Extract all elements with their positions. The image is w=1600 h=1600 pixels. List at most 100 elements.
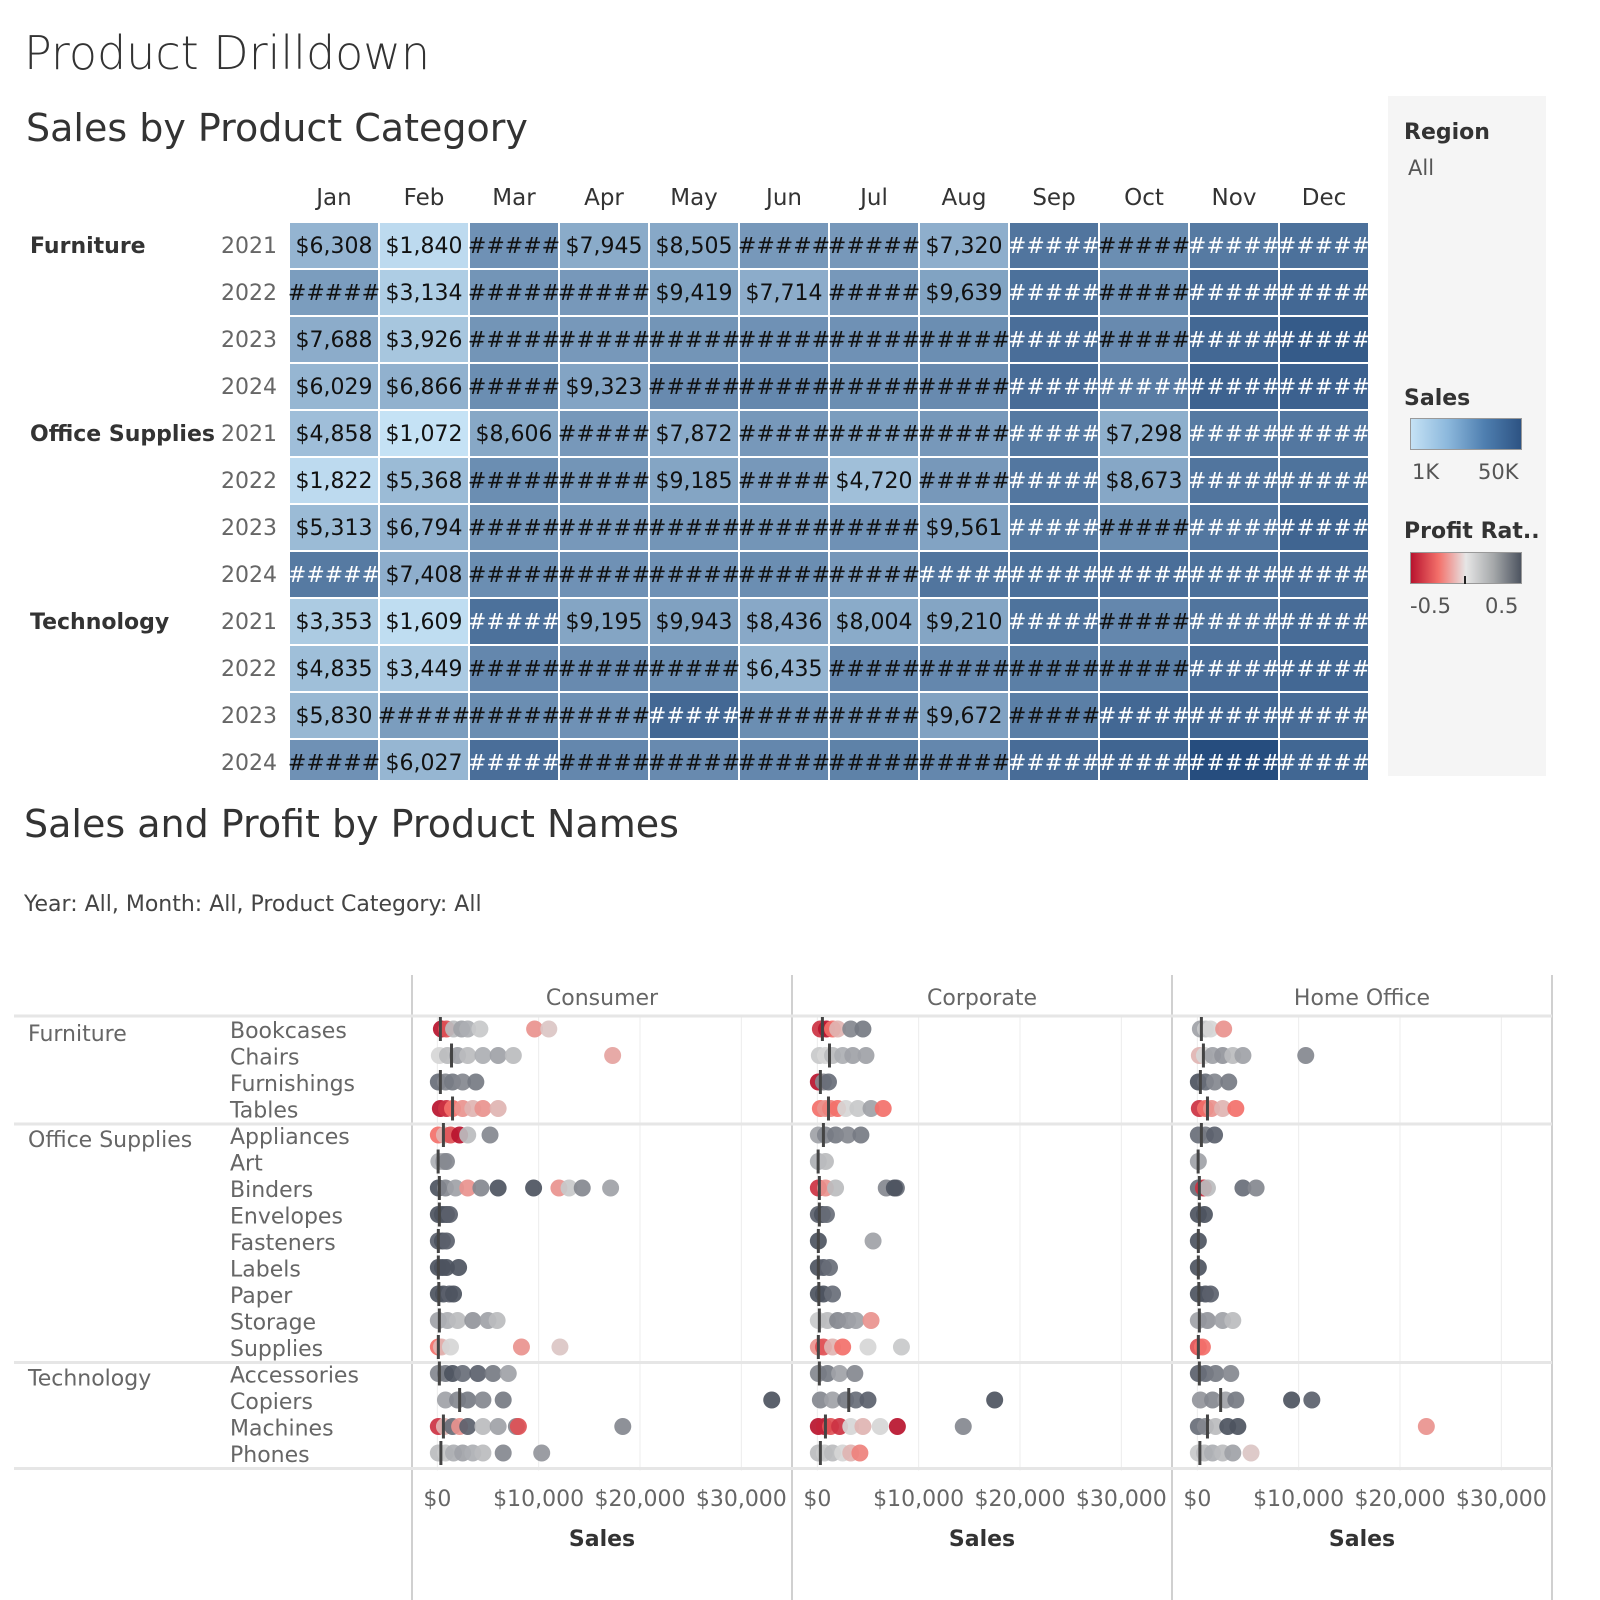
heat-cell — [560, 693, 648, 738]
scatter-point — [450, 1259, 468, 1276]
scatter-point — [437, 1259, 455, 1276]
heat-cell — [830, 317, 918, 362]
heat-cell-label: ##### — [468, 234, 560, 259]
heat-cell — [1280, 458, 1368, 503]
scatter-point — [602, 1179, 620, 1197]
heat-cell-label: $6,794 — [386, 516, 463, 541]
heat-cell — [1100, 270, 1188, 315]
heat-cell-label: $3,926 — [386, 328, 463, 353]
heat-cell — [1190, 599, 1278, 644]
heat-cell-label: ##### — [558, 657, 650, 682]
heat-cell-label: ##### — [1278, 610, 1370, 635]
scatter-point — [512, 1338, 530, 1356]
heat-cell — [1280, 317, 1368, 362]
scatter-point — [1220, 1073, 1238, 1091]
heat-cell-label: ##### — [288, 751, 380, 776]
scatter-point — [1202, 1020, 1220, 1038]
heat-cell — [560, 458, 648, 503]
heat-cell-label: $8,606 — [476, 422, 553, 447]
scatter-point — [489, 1179, 507, 1197]
heat-cell — [920, 505, 1008, 550]
heat-cell — [740, 646, 828, 691]
heat-cell-label: $9,943 — [656, 610, 733, 635]
heat-cell — [650, 458, 738, 503]
heat-cell-label: ##### — [648, 704, 740, 729]
scatter-point — [1297, 1047, 1315, 1064]
scatter-category-label: Technology — [27, 1367, 151, 1392]
heat-cell — [470, 223, 558, 268]
scatter-point — [560, 1179, 578, 1197]
heat-cell — [920, 740, 1008, 780]
heat-cell-label: ##### — [558, 704, 650, 729]
heat-cell — [380, 223, 468, 268]
scatter-point — [839, 1126, 857, 1144]
scatter-point — [437, 1232, 455, 1250]
heat-cell-label: $9,672 — [926, 704, 1003, 729]
x-tick-label: $20,000 — [595, 1487, 686, 1512]
category-label: Technology — [30, 610, 169, 635]
heat-cell — [560, 270, 648, 315]
scatter-point — [474, 1391, 492, 1409]
scatter-point — [504, 1047, 522, 1064]
scatter-point — [474, 1047, 492, 1064]
heat-cell-label: $1,822 — [296, 469, 373, 494]
segment-header: Home Office — [1294, 986, 1430, 1011]
x-axis-title: Sales — [949, 1527, 1015, 1552]
heat-cell — [290, 223, 378, 268]
heat-cell — [380, 740, 468, 780]
subcategory-label: Tables — [229, 1099, 298, 1124]
filter-summary: Year: All, Month: All, Product Category:… — [24, 892, 482, 917]
heat-cell-label: $8,436 — [746, 610, 823, 635]
heat-cell — [380, 364, 468, 409]
heat-cell-label: ##### — [1008, 657, 1100, 682]
heat-cell — [920, 223, 1008, 268]
scatter-point — [459, 1418, 477, 1435]
heat-cell — [1100, 458, 1188, 503]
scatter-point — [437, 1153, 455, 1170]
heat-cell — [650, 317, 738, 362]
region-filter-title: Region — [1404, 120, 1490, 145]
heat-cell-label: ##### — [1188, 328, 1280, 353]
heat-cell-label: ##### — [828, 328, 920, 353]
x-tick-label: $10,000 — [873, 1487, 964, 1512]
year-label: 2022 — [221, 469, 277, 494]
region-filter-value[interactable]: All — [1408, 156, 1435, 180]
scatter-point — [481, 1126, 499, 1144]
heat-cell-label: $5,368 — [386, 469, 463, 494]
month-header-oct: Oct — [1124, 185, 1164, 211]
heat-cell — [1190, 505, 1278, 550]
heat-cell — [1190, 740, 1278, 780]
heat-cell — [560, 505, 648, 550]
scatter-point — [1234, 1179, 1252, 1197]
heat-cell-label: ##### — [468, 375, 560, 400]
scatter-point — [837, 1100, 855, 1117]
x-axis-title: Sales — [569, 1527, 635, 1552]
scatter-point — [464, 1312, 482, 1329]
heat-cell — [290, 646, 378, 691]
heat-cell-label: ##### — [828, 281, 920, 306]
heat-cell — [290, 740, 378, 780]
scatter-point — [533, 1444, 551, 1462]
scatter-point — [763, 1391, 781, 1409]
scatter-point — [1417, 1418, 1435, 1435]
heat-cell-label: $5,313 — [296, 516, 373, 541]
x-tick-label: $0 — [1183, 1487, 1211, 1512]
heat-cell-label: $3,449 — [386, 657, 463, 682]
scatter-point — [474, 1444, 492, 1462]
scatter-point — [818, 1365, 836, 1382]
heat-cell-label: ##### — [648, 328, 740, 353]
heat-cell-label: ##### — [1278, 516, 1370, 541]
heat-cell — [920, 411, 1008, 456]
heat-cell — [920, 646, 1008, 691]
heat-cell-label: ##### — [738, 328, 830, 353]
heat-cell-label: ##### — [1008, 610, 1100, 635]
heat-cell-label: $6,029 — [296, 375, 373, 400]
sales-heatmap: Jan Feb Mar Apr May Jun Jul Aug Sep Oct Nov Dec Furn… — [30, 185, 1370, 780]
heat-cell-label: ##### — [1008, 328, 1100, 353]
heat-cell-label: ##### — [1188, 281, 1280, 306]
scatter-point — [827, 1179, 845, 1197]
scatter-point — [817, 1206, 835, 1223]
heat-cell — [830, 364, 918, 409]
heat-cell-label: ##### — [1008, 422, 1100, 447]
scatter-point — [467, 1073, 485, 1091]
